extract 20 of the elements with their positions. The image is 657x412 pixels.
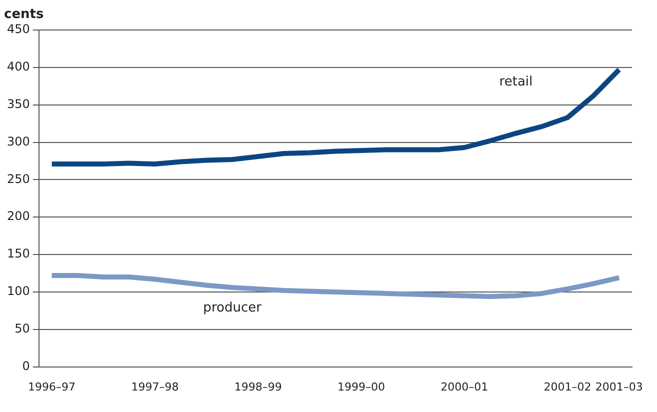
y-tick-label: 50 [14,322,30,336]
y-tick-label: 400 [7,60,30,74]
y-tick-label: 0 [22,358,30,373]
y-tick-label: 300 [7,134,30,148]
y-tick-label: 250 [7,172,30,186]
y-axis-title: cents [4,7,44,22]
x-tick-label: 1997–98 [131,380,179,394]
y-tick-label: 100 [7,284,30,298]
x-tick-label: 1999–00 [338,380,385,394]
y-tick-label: 150 [7,246,30,261]
y-tick-label: 200 [7,209,30,224]
series-label: producer [203,300,262,316]
text: retail [499,74,533,90]
x-tick-label: 2001–02 [544,380,592,394]
x-tick-label: 2000–01 [440,380,488,394]
x-tick-label: 1998–99 [234,380,282,394]
y-tick-label: 450 [7,22,30,36]
y-tick-label: 350 [7,96,30,111]
x-tick-label: 1996–97 [28,380,76,394]
x-tick-label: 2001–03 [595,380,643,394]
